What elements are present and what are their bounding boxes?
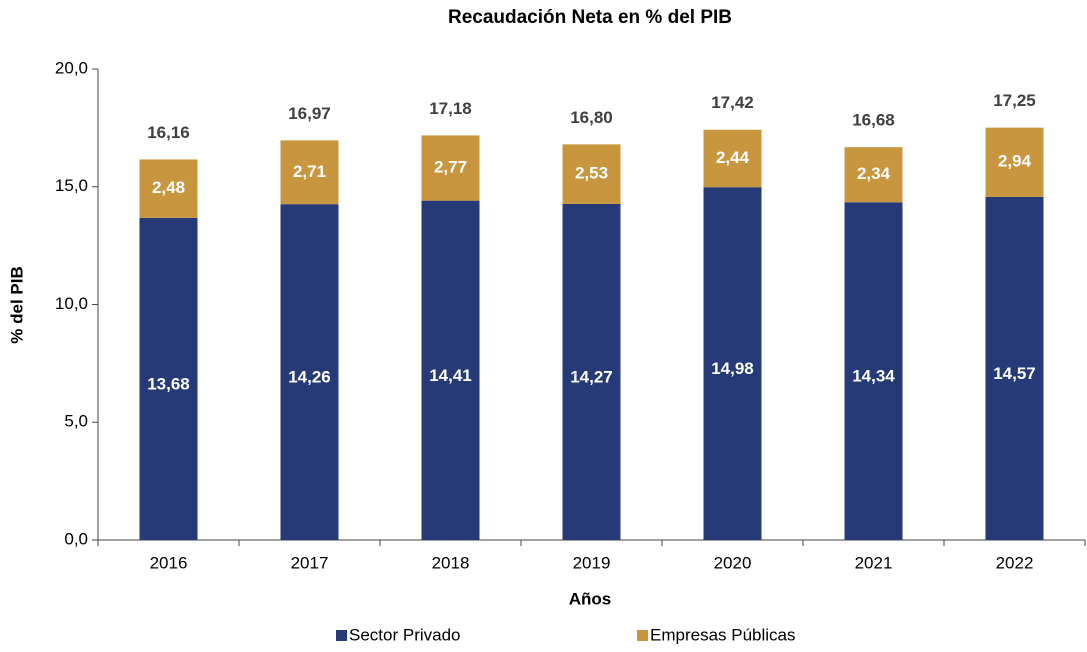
data-label: 14,57 [993,364,1036,383]
data-label: 2,71 [293,162,326,181]
bar-segment [844,202,903,540]
bar-segment [280,140,339,205]
data-label: 14,26 [288,368,331,387]
total-label: 16,80 [570,108,613,127]
y-tick-label: 0,0 [64,529,88,548]
data-label: 14,98 [711,359,754,378]
data-label: 14,34 [852,367,895,386]
x-tick-label: 2022 [996,553,1034,572]
x-tick-label: 2017 [291,553,329,572]
bar-segment [280,204,339,540]
data-label: 2,34 [857,164,891,183]
data-label: 2,94 [998,152,1032,171]
bar-segment [703,187,762,540]
data-label: 2,53 [575,164,608,183]
y-tick-label: 5,0 [64,412,88,431]
x-tick-label: 2016 [150,553,188,572]
data-label: 2,44 [716,148,750,167]
total-label: 16,16 [147,123,190,142]
bar-segment [985,196,1044,540]
x-tick-label: 2021 [855,553,893,572]
bar-segment [985,127,1044,197]
data-label: 14,41 [429,366,472,385]
legend-swatch [637,630,648,641]
bar-segment [421,200,480,540]
legend-label: Sector Privado [349,625,461,644]
data-label: 13,68 [147,374,190,393]
x-tick-label: 2020 [714,553,752,572]
bar-segment [139,217,198,540]
bar-segment [703,129,762,188]
x-tick-label: 2019 [573,553,611,572]
legend-swatch [336,630,347,641]
y-tick-label: 20,0 [55,58,88,77]
bar-segment [844,147,903,203]
x-axis-label: Años [569,589,612,608]
legend-label: Empresas Públicas [650,625,796,644]
bar-segment [421,135,480,201]
chart-title: Recaudación Neta en % del PIB [448,7,732,28]
y-tick-label: 15,0 [55,176,88,195]
bar-segment [562,144,621,204]
data-label: 14,27 [570,367,613,386]
total-label: 17,25 [993,91,1036,110]
x-tick-label: 2018 [432,553,470,572]
total-label: 16,97 [288,104,331,123]
total-label: 17,18 [429,99,472,118]
y-axis-label: % del PIB [7,266,26,343]
total-label: 17,42 [711,93,754,112]
y-tick-label: 10,0 [55,294,88,313]
bar-segment [139,159,198,218]
total-label: 16,68 [852,111,895,130]
data-label: 2,77 [434,158,467,177]
data-label: 2,48 [152,178,185,197]
bar-segment [562,203,621,540]
